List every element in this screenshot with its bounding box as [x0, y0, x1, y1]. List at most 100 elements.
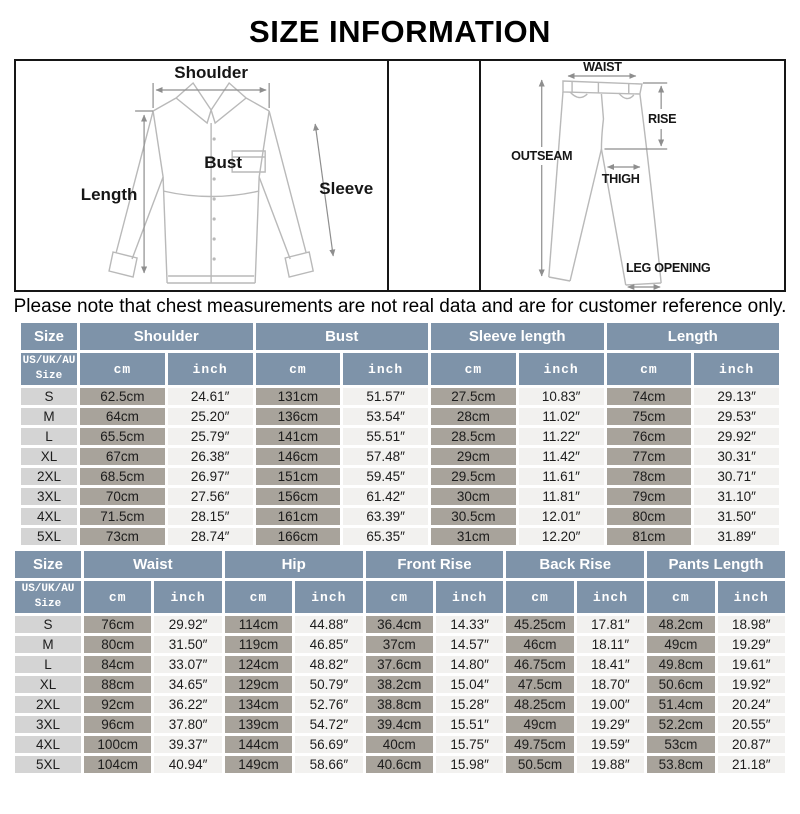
cm-cell: 74cm	[606, 388, 692, 405]
cm-cell: 131cm	[255, 388, 341, 405]
size-column-header: Size	[15, 551, 81, 578]
cm-cell: 78cm	[606, 468, 692, 485]
waist-label: WAIST	[584, 61, 623, 74]
size-cell: 3XL	[21, 488, 77, 505]
inch-cell: 11.42″	[518, 448, 604, 465]
unit-header: inch	[167, 353, 253, 385]
unit-header: cm	[80, 353, 165, 385]
inch-cell: 11.61″	[518, 468, 604, 485]
inch-cell: 39.37″	[154, 736, 222, 753]
thigh-label: THIGH	[602, 172, 640, 186]
inch-cell: 65.35″	[343, 528, 428, 545]
cm-cell: 75cm	[606, 408, 692, 425]
table-row: L 84cm 33.07″ 124cm 48.82″ 37.6cm 14.80″ 46.75c…	[15, 656, 785, 673]
cm-cell: 53.8cm	[647, 756, 715, 773]
cm-cell: 134cm	[224, 696, 293, 713]
cm-cell: 141cm	[255, 428, 341, 445]
inch-cell: 21.18″	[717, 756, 785, 773]
group-header: Hip	[224, 551, 363, 578]
unit-header: cm	[606, 353, 692, 385]
inch-cell: 12.01″	[518, 508, 604, 525]
inch-cell: 28.74″	[167, 528, 253, 545]
table-row: 2XL 92cm 36.22″ 134cm 52.76″ 38.8cm 15.28″ 48.2…	[15, 696, 785, 713]
cm-cell: 39.4cm	[365, 716, 433, 733]
unit-header: cm	[255, 353, 341, 385]
cm-cell: 29cm	[431, 448, 516, 465]
length-label: Length	[81, 185, 138, 204]
unit-header: inch	[343, 353, 428, 385]
table-row: S 76cm 29.92″ 114cm 44.88″ 36.4cm 14.33″ 45.25c…	[15, 616, 785, 633]
inch-cell: 34.65″	[154, 676, 222, 693]
sleeve-arrow	[313, 123, 336, 257]
cm-cell: 49.8cm	[647, 656, 715, 673]
table-row: 3XL 96cm 37.80″ 139cm 54.72″ 39.4cm 15.51″ 49cm…	[15, 716, 785, 733]
shoulder-guide-lines	[152, 83, 270, 108]
unit-header: inch	[576, 581, 645, 613]
unit-header: cm	[365, 581, 433, 613]
inch-cell: 15.28″	[435, 696, 504, 713]
cm-cell: 48.2cm	[647, 616, 715, 633]
inch-cell: 48.82″	[295, 656, 363, 673]
unit-header: inch	[518, 353, 604, 385]
inch-cell: 18.98″	[717, 616, 785, 633]
group-header: Length	[606, 323, 779, 350]
cm-cell: 80cm	[84, 636, 152, 653]
size-cell: 2XL	[21, 468, 77, 485]
cm-cell: 146cm	[255, 448, 341, 465]
inch-cell: 29.92″	[694, 428, 779, 445]
unit-header: cm	[224, 581, 293, 613]
unit-header: inch	[154, 581, 222, 613]
cm-cell: 92cm	[84, 696, 152, 713]
cm-cell: 81cm	[606, 528, 692, 545]
cm-cell: 27.5cm	[431, 388, 516, 405]
table-row: XL 67cm 26.38″ 146cm 57.48″ 29cm 11.42″ 77cm 30.…	[21, 448, 779, 465]
cm-cell: 151cm	[255, 468, 341, 485]
inch-cell: 37.80″	[154, 716, 222, 733]
cm-cell: 51.4cm	[647, 696, 715, 713]
shirt-illustration: Shoulder Length Bust Sleeve	[81, 63, 373, 284]
size-cell: L	[15, 656, 81, 673]
inch-cell: 14.33″	[435, 616, 504, 633]
table-row: 2XL 68.5cm 26.97″ 151cm 59.45″ 29.5cm 11.61″ 78…	[21, 468, 779, 485]
inch-cell: 54.72″	[295, 716, 363, 733]
inch-cell: 31.50″	[154, 636, 222, 653]
size-cell: 2XL	[15, 696, 81, 713]
sleeve-label: Sleeve	[319, 179, 373, 198]
shoulder-label: Shoulder	[174, 63, 248, 82]
inch-cell: 40.94″	[154, 756, 222, 773]
cm-cell: 71.5cm	[80, 508, 165, 525]
size-cell: L	[21, 428, 77, 445]
inch-cell: 18.70″	[576, 676, 645, 693]
size-cell: 3XL	[15, 716, 81, 733]
cm-cell: 28cm	[431, 408, 516, 425]
inch-cell: 53.54″	[343, 408, 428, 425]
cm-cell: 64cm	[80, 408, 165, 425]
rise-label: RISE	[648, 112, 676, 126]
inch-cell: 19.61″	[717, 656, 785, 673]
inch-cell: 59.45″	[343, 468, 428, 485]
cm-cell: 37.6cm	[365, 656, 433, 673]
inch-cell: 12.20″	[518, 528, 604, 545]
inch-cell: 58.66″	[295, 756, 363, 773]
outseam-label: OUTSEAM	[512, 149, 573, 163]
group-header: Front Rise	[365, 551, 504, 578]
cm-cell: 100cm	[84, 736, 152, 753]
table-row: L 65.5cm 25.79″ 141cm 55.51″ 28.5cm 11.22″ 76cm…	[21, 428, 779, 445]
inch-cell: 29.13″	[694, 388, 779, 405]
cm-cell: 49cm	[506, 716, 574, 733]
table-row: 5XL 104cm 40.94″ 149cm 58.66″ 40.6cm 15.98″ 50.…	[15, 756, 785, 773]
inch-cell: 11.02″	[518, 408, 604, 425]
inch-cell: 29.53″	[694, 408, 779, 425]
inch-cell: 55.51″	[343, 428, 428, 445]
measurement-diagram-box: Shoulder Length Bust Sleeve	[14, 59, 786, 292]
cm-cell: 104cm	[84, 756, 152, 773]
inch-cell: 31.50″	[694, 508, 779, 525]
group-header: Sleeve length	[431, 323, 604, 350]
cm-cell: 31cm	[431, 528, 516, 545]
inch-cell: 14.57″	[435, 636, 504, 653]
size-cell: 4XL	[21, 508, 77, 525]
cm-cell: 84cm	[84, 656, 152, 673]
cm-cell: 38.2cm	[365, 676, 433, 693]
cm-cell: 76cm	[84, 616, 152, 633]
table-row: 5XL 73cm 28.74″ 166cm 65.35″ 31cm 12.20″ 81cm 31…	[21, 528, 779, 545]
